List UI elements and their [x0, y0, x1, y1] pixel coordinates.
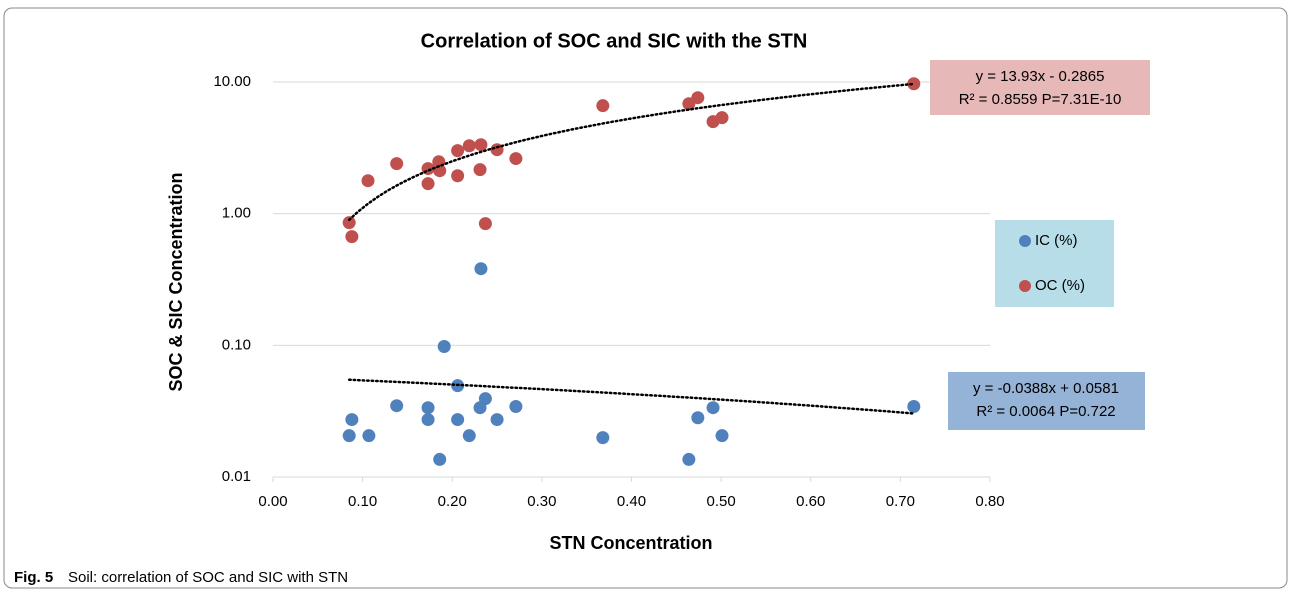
- chart-title: Correlation of SOC and SIC with the STN: [421, 30, 808, 52]
- trendline: [347, 378, 916, 415]
- legend-label: IC (%): [1035, 232, 1078, 249]
- point: [706, 401, 720, 415]
- caption: Soil: correlation of SOC and SIC with ST…: [68, 569, 348, 586]
- frame: [3, 7, 1288, 589]
- point: [345, 230, 359, 244]
- x-tick-label: 0.40: [617, 493, 646, 510]
- x-tick-label: 0.50: [707, 493, 736, 510]
- point: [462, 429, 476, 443]
- point: [682, 452, 696, 466]
- point: [462, 139, 476, 153]
- x-tick-label: 0.60: [796, 493, 825, 510]
- equation-stats: R² = 0.8559 P=7.31E-10: [959, 91, 1122, 108]
- x-tick-label: 0.70: [886, 493, 915, 510]
- equation: y = 13.93x - 0.2865: [976, 68, 1105, 85]
- trendline: [347, 82, 916, 222]
- legend-label: OC (%): [1035, 277, 1085, 294]
- y-tick-label: 0.01: [222, 468, 251, 485]
- point: [390, 399, 404, 413]
- x-tick-label: 0.20: [438, 493, 467, 510]
- point: [907, 77, 921, 91]
- point: [451, 413, 465, 427]
- point: [345, 413, 359, 427]
- point: [451, 169, 465, 183]
- point: [433, 452, 447, 466]
- legend-box: [995, 220, 1114, 307]
- point: [342, 216, 356, 230]
- x-tick-label: 0.30: [527, 493, 556, 510]
- x-tick-label: 0.80: [975, 493, 1004, 510]
- y-tick-label: 1.00: [222, 205, 251, 222]
- point: [596, 431, 610, 445]
- equation: y = -0.0388x + 0.0581: [973, 380, 1119, 397]
- point: [715, 111, 729, 125]
- point: [596, 99, 610, 113]
- caption-label: Fig. 5: [14, 569, 53, 586]
- point: [390, 157, 404, 171]
- point: [437, 339, 451, 353]
- y-axis-title: SOC & SIC Concentration: [166, 172, 186, 391]
- equation-stats: R² = 0.0064 P=0.722: [976, 403, 1115, 420]
- point: [509, 152, 523, 166]
- point: [473, 163, 487, 177]
- point: [421, 413, 435, 427]
- point: [478, 217, 492, 231]
- point: [691, 91, 705, 105]
- equation-box: [948, 372, 1145, 430]
- legend-marker: [1019, 280, 1031, 292]
- point: [421, 401, 435, 415]
- point: [421, 177, 435, 191]
- point: [907, 400, 921, 414]
- point: [478, 392, 492, 406]
- point: [474, 138, 488, 152]
- point: [474, 262, 488, 276]
- point: [715, 429, 729, 443]
- legend-marker: [1019, 235, 1031, 247]
- x-axis-title: STN Concentration: [549, 533, 712, 553]
- point: [362, 429, 376, 443]
- y-tick-label: 10.00: [213, 73, 251, 90]
- point: [361, 174, 375, 188]
- point: [509, 400, 523, 414]
- y-tick-label: 0.10: [222, 336, 251, 353]
- point: [451, 144, 465, 158]
- x-tick-label: 0.10: [348, 493, 377, 510]
- equation-box: [930, 60, 1150, 115]
- point: [490, 413, 504, 427]
- x-tick-label: 0.00: [258, 493, 287, 510]
- point: [490, 143, 504, 157]
- point: [691, 411, 705, 425]
- point: [342, 429, 356, 443]
